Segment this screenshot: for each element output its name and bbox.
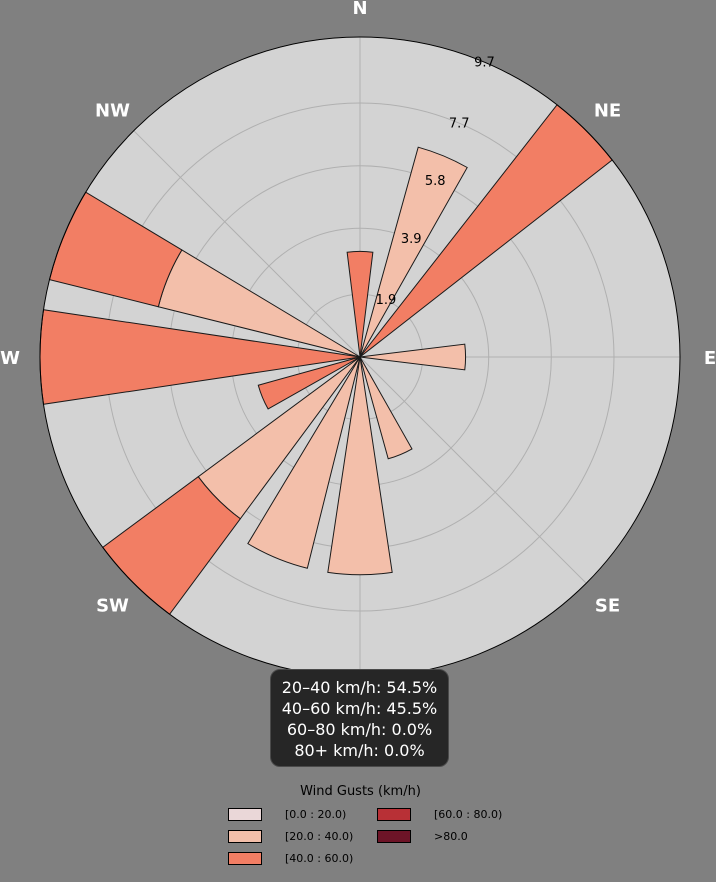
direction-labels: N NE E SE SW W NW: [0, 0, 716, 617]
direction-label: N: [352, 0, 367, 19]
wind-bar: [359, 356, 413, 460]
radial-tick-label: 1.9: [376, 293, 397, 308]
direction-label: SW: [96, 596, 129, 617]
wind-bar: [359, 343, 467, 371]
legend-label: [60.0 : 80.0): [434, 808, 503, 821]
wind-bar: [247, 356, 361, 569]
stats-line: 20–40 km/h: 54.5%: [281, 678, 438, 697]
radial-tick-label: 5.8: [425, 174, 446, 189]
radial-tick-label: 3.9: [401, 232, 422, 247]
direction-label: E: [704, 348, 716, 369]
grid-spoke: [359, 356, 587, 584]
wind-bar: [346, 250, 374, 358]
radial-tick-labels: 1.9 3.9 5.8 7.7 9.7: [376, 55, 495, 308]
wind-bar: [257, 356, 361, 410]
legend: Wind Gusts (km/h) [0.0 : 20.0) [20.0 : 4…: [218, 783, 508, 873]
wind-bar: [327, 356, 393, 576]
legend-swatch: [228, 808, 262, 821]
legend-label: >80.0: [434, 830, 468, 843]
wind-bar: [359, 146, 468, 358]
legend-title: Wind Gusts (km/h): [300, 784, 421, 799]
direction-label: NE: [594, 101, 621, 122]
legend-label: [20.0 : 40.0): [285, 830, 354, 843]
stats-line: 40–60 km/h: 45.5%: [281, 699, 438, 718]
stats-line: 80+ km/h: 0.0%: [294, 741, 425, 760]
legend-swatch: [228, 830, 262, 843]
legend-swatch: [228, 852, 262, 865]
radial-tick-label: 9.7: [474, 55, 495, 70]
wind-bars: [39, 104, 613, 615]
gust-stats-box: 20–40 km/h: 54.5% 40–60 km/h: 45.5% 60–8…: [270, 669, 449, 767]
legend-swatch: [377, 830, 411, 843]
legend-label: [0.0 : 20.0): [285, 808, 347, 821]
radial-tick-label: 7.7: [449, 116, 470, 131]
stats-line: 60–80 km/h: 0.0%: [286, 720, 433, 739]
grid-spoke: [133, 130, 361, 358]
legend-label: [40.0 : 60.0): [285, 852, 354, 865]
legend-swatch: [377, 808, 411, 821]
direction-label: NW: [95, 101, 130, 122]
direction-label: SE: [595, 596, 620, 617]
direction-label: W: [0, 348, 20, 369]
